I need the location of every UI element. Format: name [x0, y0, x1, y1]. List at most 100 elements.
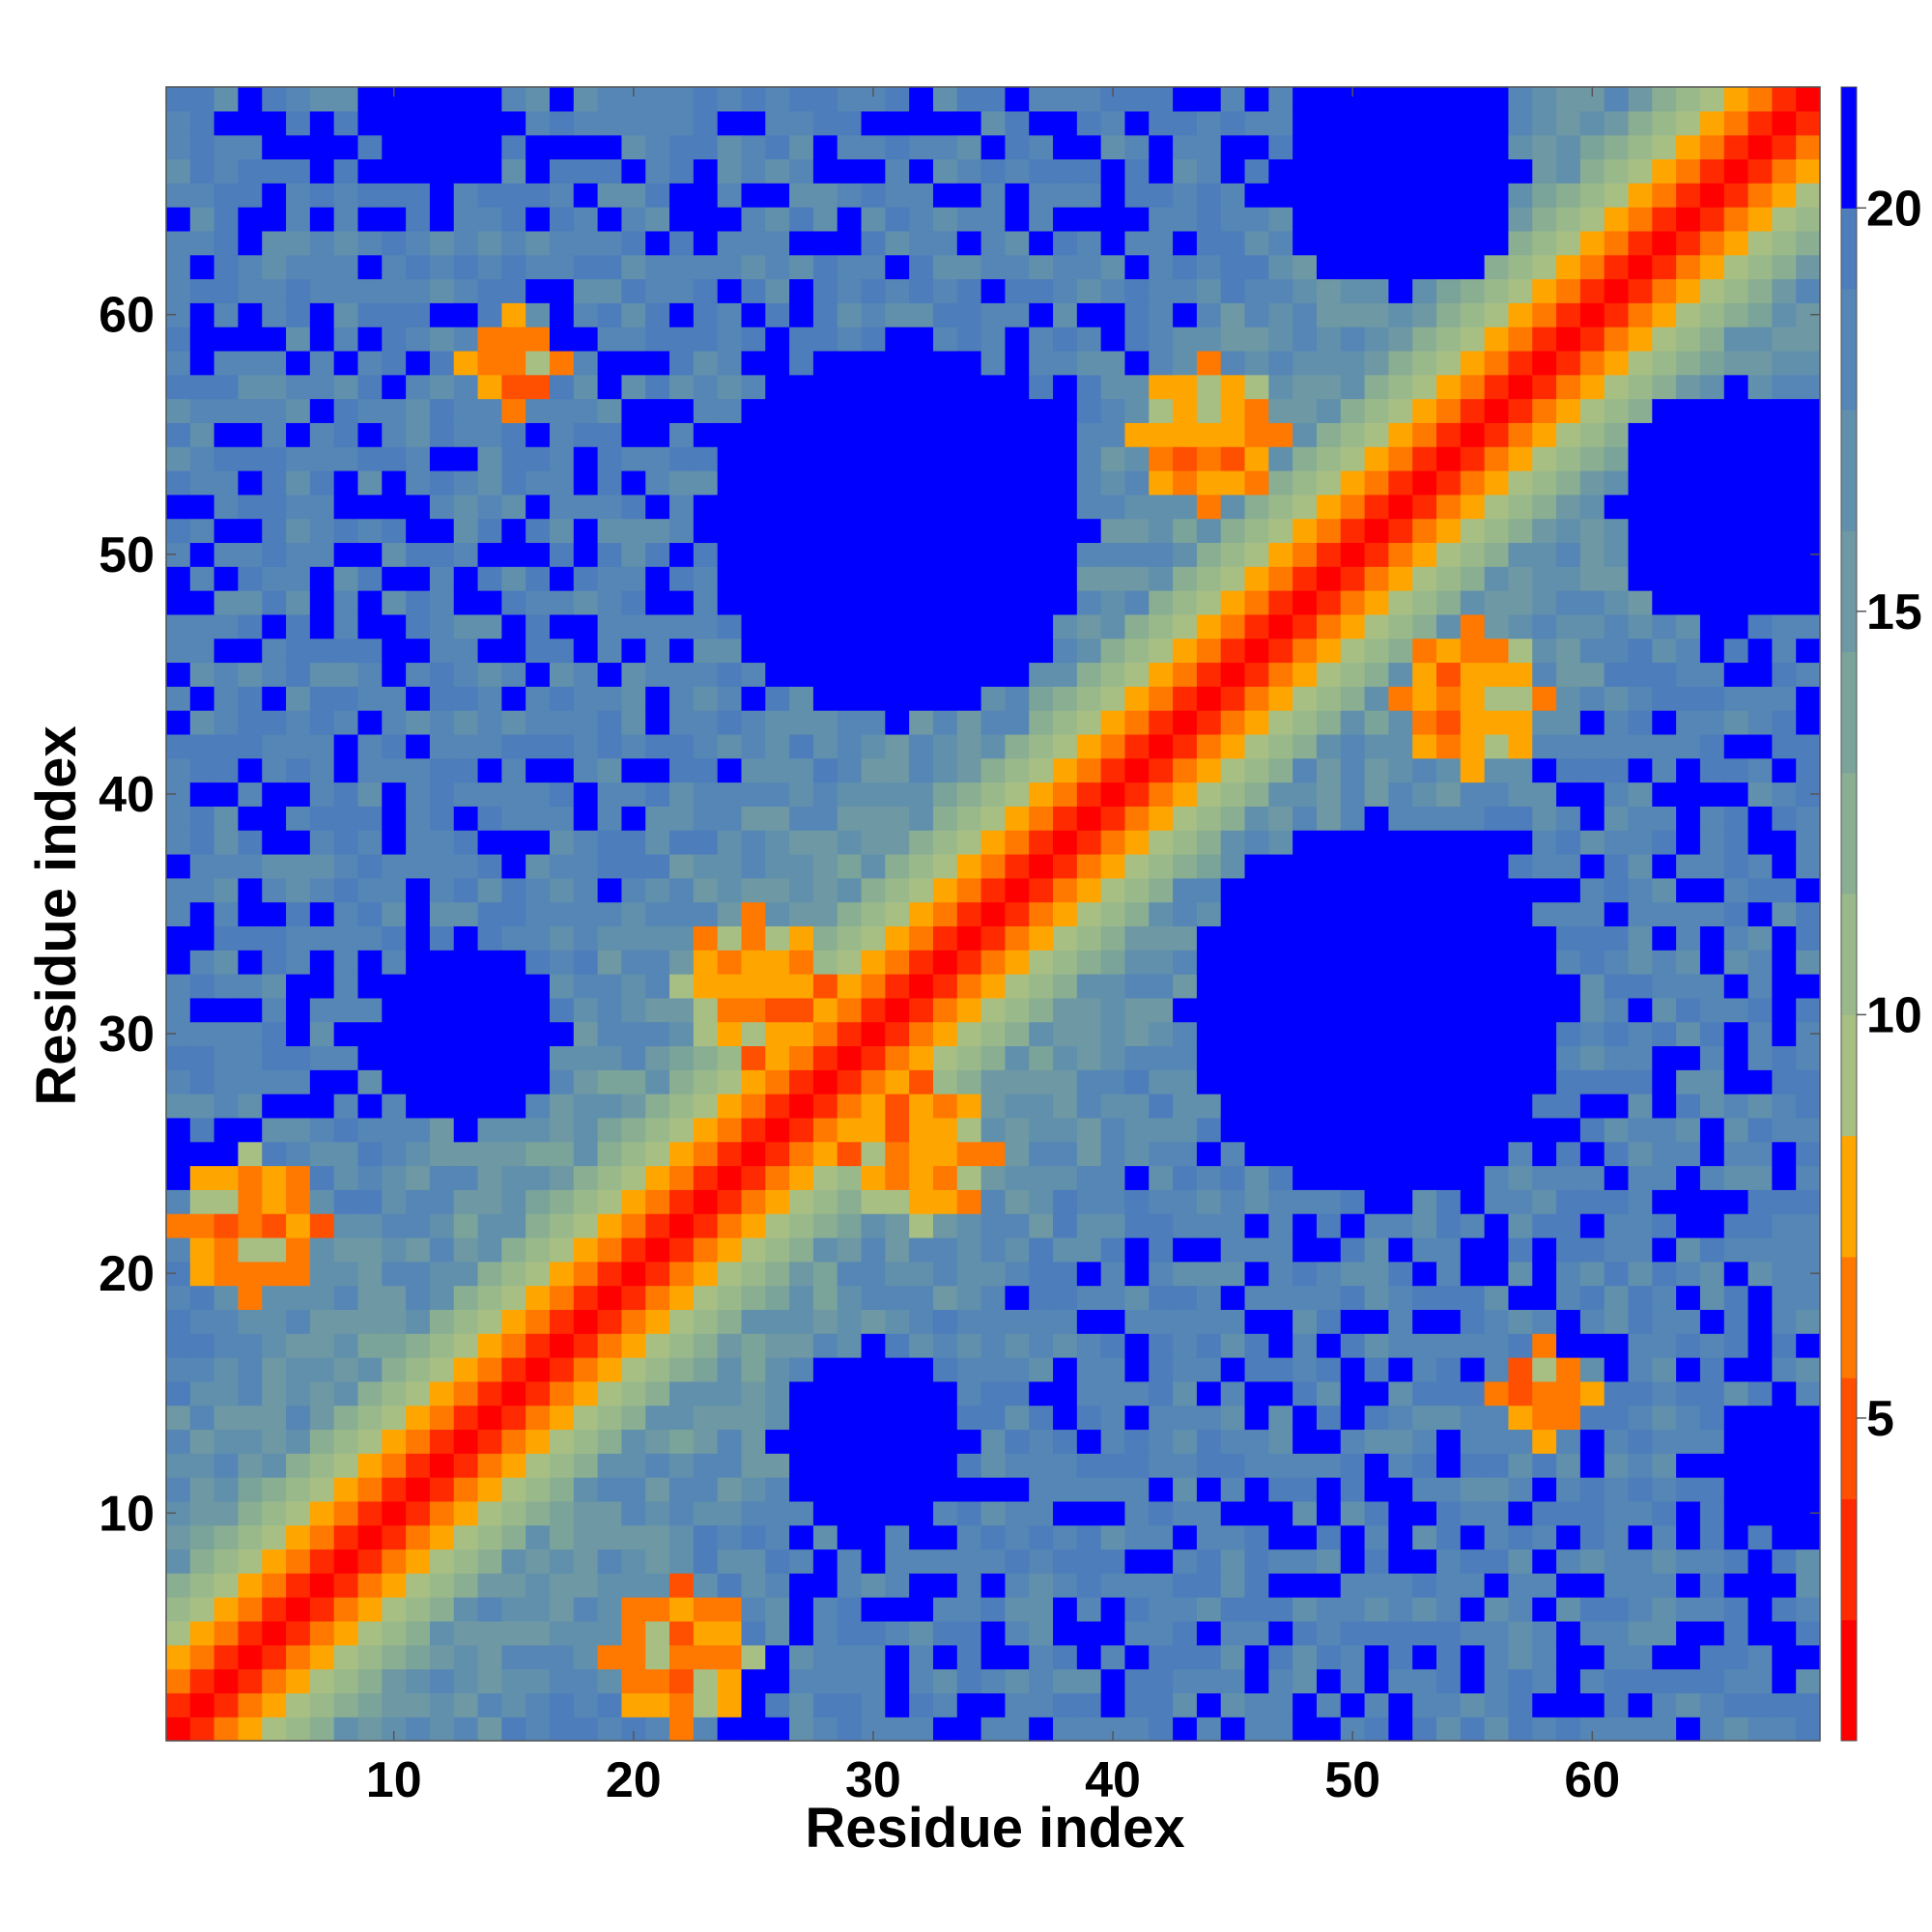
heatmap-cell [956, 278, 982, 303]
heatmap-cell [1364, 1644, 1389, 1670]
heatmap-cell [477, 134, 502, 160]
heatmap-cell [1293, 1141, 1318, 1167]
heatmap-cell [1436, 469, 1462, 496]
heatmap-cell [286, 1524, 311, 1550]
heatmap-cell [262, 590, 287, 615]
heatmap-cell [1652, 134, 1677, 160]
heatmap-cell [1532, 1692, 1557, 1718]
heatmap-cell [812, 974, 838, 999]
heatmap-cell [1747, 230, 1773, 256]
heatmap-cell [333, 422, 359, 447]
heatmap-cell [1029, 974, 1054, 999]
heatmap-cell [980, 1717, 1006, 1742]
heatmap-cell [189, 925, 215, 951]
heatmap-cell [526, 1357, 551, 1382]
heatmap-cell [1076, 327, 1102, 352]
heatmap-cell [1053, 1500, 1078, 1526]
heatmap-cell [573, 853, 599, 879]
heatmap-cell [1604, 997, 1630, 1023]
heatmap-cell [1053, 710, 1078, 735]
heatmap-cell [1436, 1285, 1462, 1310]
heatmap-cell [956, 1357, 982, 1382]
heatmap-cell [477, 1213, 502, 1238]
heatmap-cell [309, 254, 335, 280]
heatmap-cell [189, 1380, 215, 1406]
heatmap-cell [693, 518, 719, 544]
heatmap-cell [189, 1644, 215, 1670]
heatmap-cell [1460, 446, 1486, 471]
heatmap-cell [1723, 302, 1749, 327]
heatmap-cell [501, 518, 526, 544]
heatmap-cell [1005, 590, 1030, 615]
heatmap-cell [1484, 662, 1510, 687]
heatmap-cell [166, 422, 191, 447]
heatmap-cell [956, 925, 982, 951]
heatmap-cell [1244, 662, 1269, 687]
heatmap-cell [1436, 374, 1462, 400]
heatmap-cell [1029, 662, 1054, 687]
heatmap-cell [1723, 1620, 1749, 1646]
heatmap-cell [1412, 1189, 1437, 1214]
heatmap-cell [1699, 1069, 1725, 1094]
heatmap-cell [1532, 830, 1557, 855]
heatmap-cell [238, 350, 263, 376]
heatmap-cell [262, 446, 287, 471]
heatmap-cell [812, 1285, 838, 1310]
heatmap-cell [357, 1429, 383, 1454]
heatmap-cell [1796, 87, 1821, 112]
heatmap-cell [213, 950, 240, 975]
heatmap-cell [932, 134, 958, 160]
heatmap-cell [166, 1094, 191, 1119]
heatmap-cell [477, 997, 502, 1023]
heatmap-cell [549, 1429, 575, 1454]
heatmap-cell [861, 662, 886, 687]
heatmap-cell [621, 1644, 646, 1670]
heatmap-cell [166, 1285, 191, 1310]
heatmap-cell [262, 1500, 287, 1526]
heatmap-cell [837, 518, 863, 544]
heatmap-cell [1029, 1453, 1054, 1478]
heatmap-cell [717, 1573, 743, 1598]
heatmap-cell [1340, 1500, 1366, 1526]
heatmap-cell [980, 327, 1006, 352]
heatmap-cell [1173, 1236, 1198, 1263]
heatmap-cell [1796, 1453, 1821, 1478]
heatmap-cell [932, 1692, 958, 1718]
heatmap-cell [1268, 613, 1293, 639]
heatmap-cell [1244, 1236, 1269, 1263]
heatmap-cell [1796, 1548, 1821, 1574]
heatmap-cell [1532, 327, 1557, 352]
heatmap-cell [333, 1620, 359, 1646]
heatmap-cell [262, 134, 287, 160]
heatmap-cell [1268, 1236, 1293, 1263]
heatmap-cell [1604, 446, 1630, 471]
heatmap-cell [382, 757, 407, 783]
heatmap-cell [837, 1069, 863, 1094]
heatmap-cell [406, 254, 431, 280]
heatmap-cell [812, 302, 838, 327]
heatmap-cell [1173, 1717, 1198, 1742]
heatmap-cell [526, 1548, 551, 1574]
heatmap-cell [213, 1309, 240, 1334]
heatmap-cell [1676, 469, 1701, 496]
heatmap-cell [1316, 1069, 1342, 1094]
heatmap-cell [1268, 1069, 1293, 1094]
heatmap-cell [1173, 877, 1198, 903]
heatmap-cell [1173, 1309, 1198, 1334]
heatmap-cell [501, 1236, 526, 1263]
heatmap-cell [1460, 1573, 1486, 1598]
heatmap-cell [1652, 877, 1677, 903]
heatmap-cell [812, 781, 838, 807]
heatmap-cell [812, 901, 838, 926]
heatmap-cell [1652, 1117, 1677, 1143]
heatmap-cell [1076, 302, 1102, 327]
heatmap-cell [1149, 1429, 1174, 1454]
heatmap-cell [1723, 327, 1749, 352]
heatmap-cell [1173, 1333, 1198, 1358]
heatmap-cell [1747, 853, 1773, 879]
heatmap-cell [1340, 1236, 1366, 1263]
heatmap-cell [1149, 1357, 1174, 1382]
heatmap-cell [166, 1717, 191, 1742]
heatmap-cell [406, 494, 431, 520]
heatmap-cell [1412, 469, 1437, 496]
